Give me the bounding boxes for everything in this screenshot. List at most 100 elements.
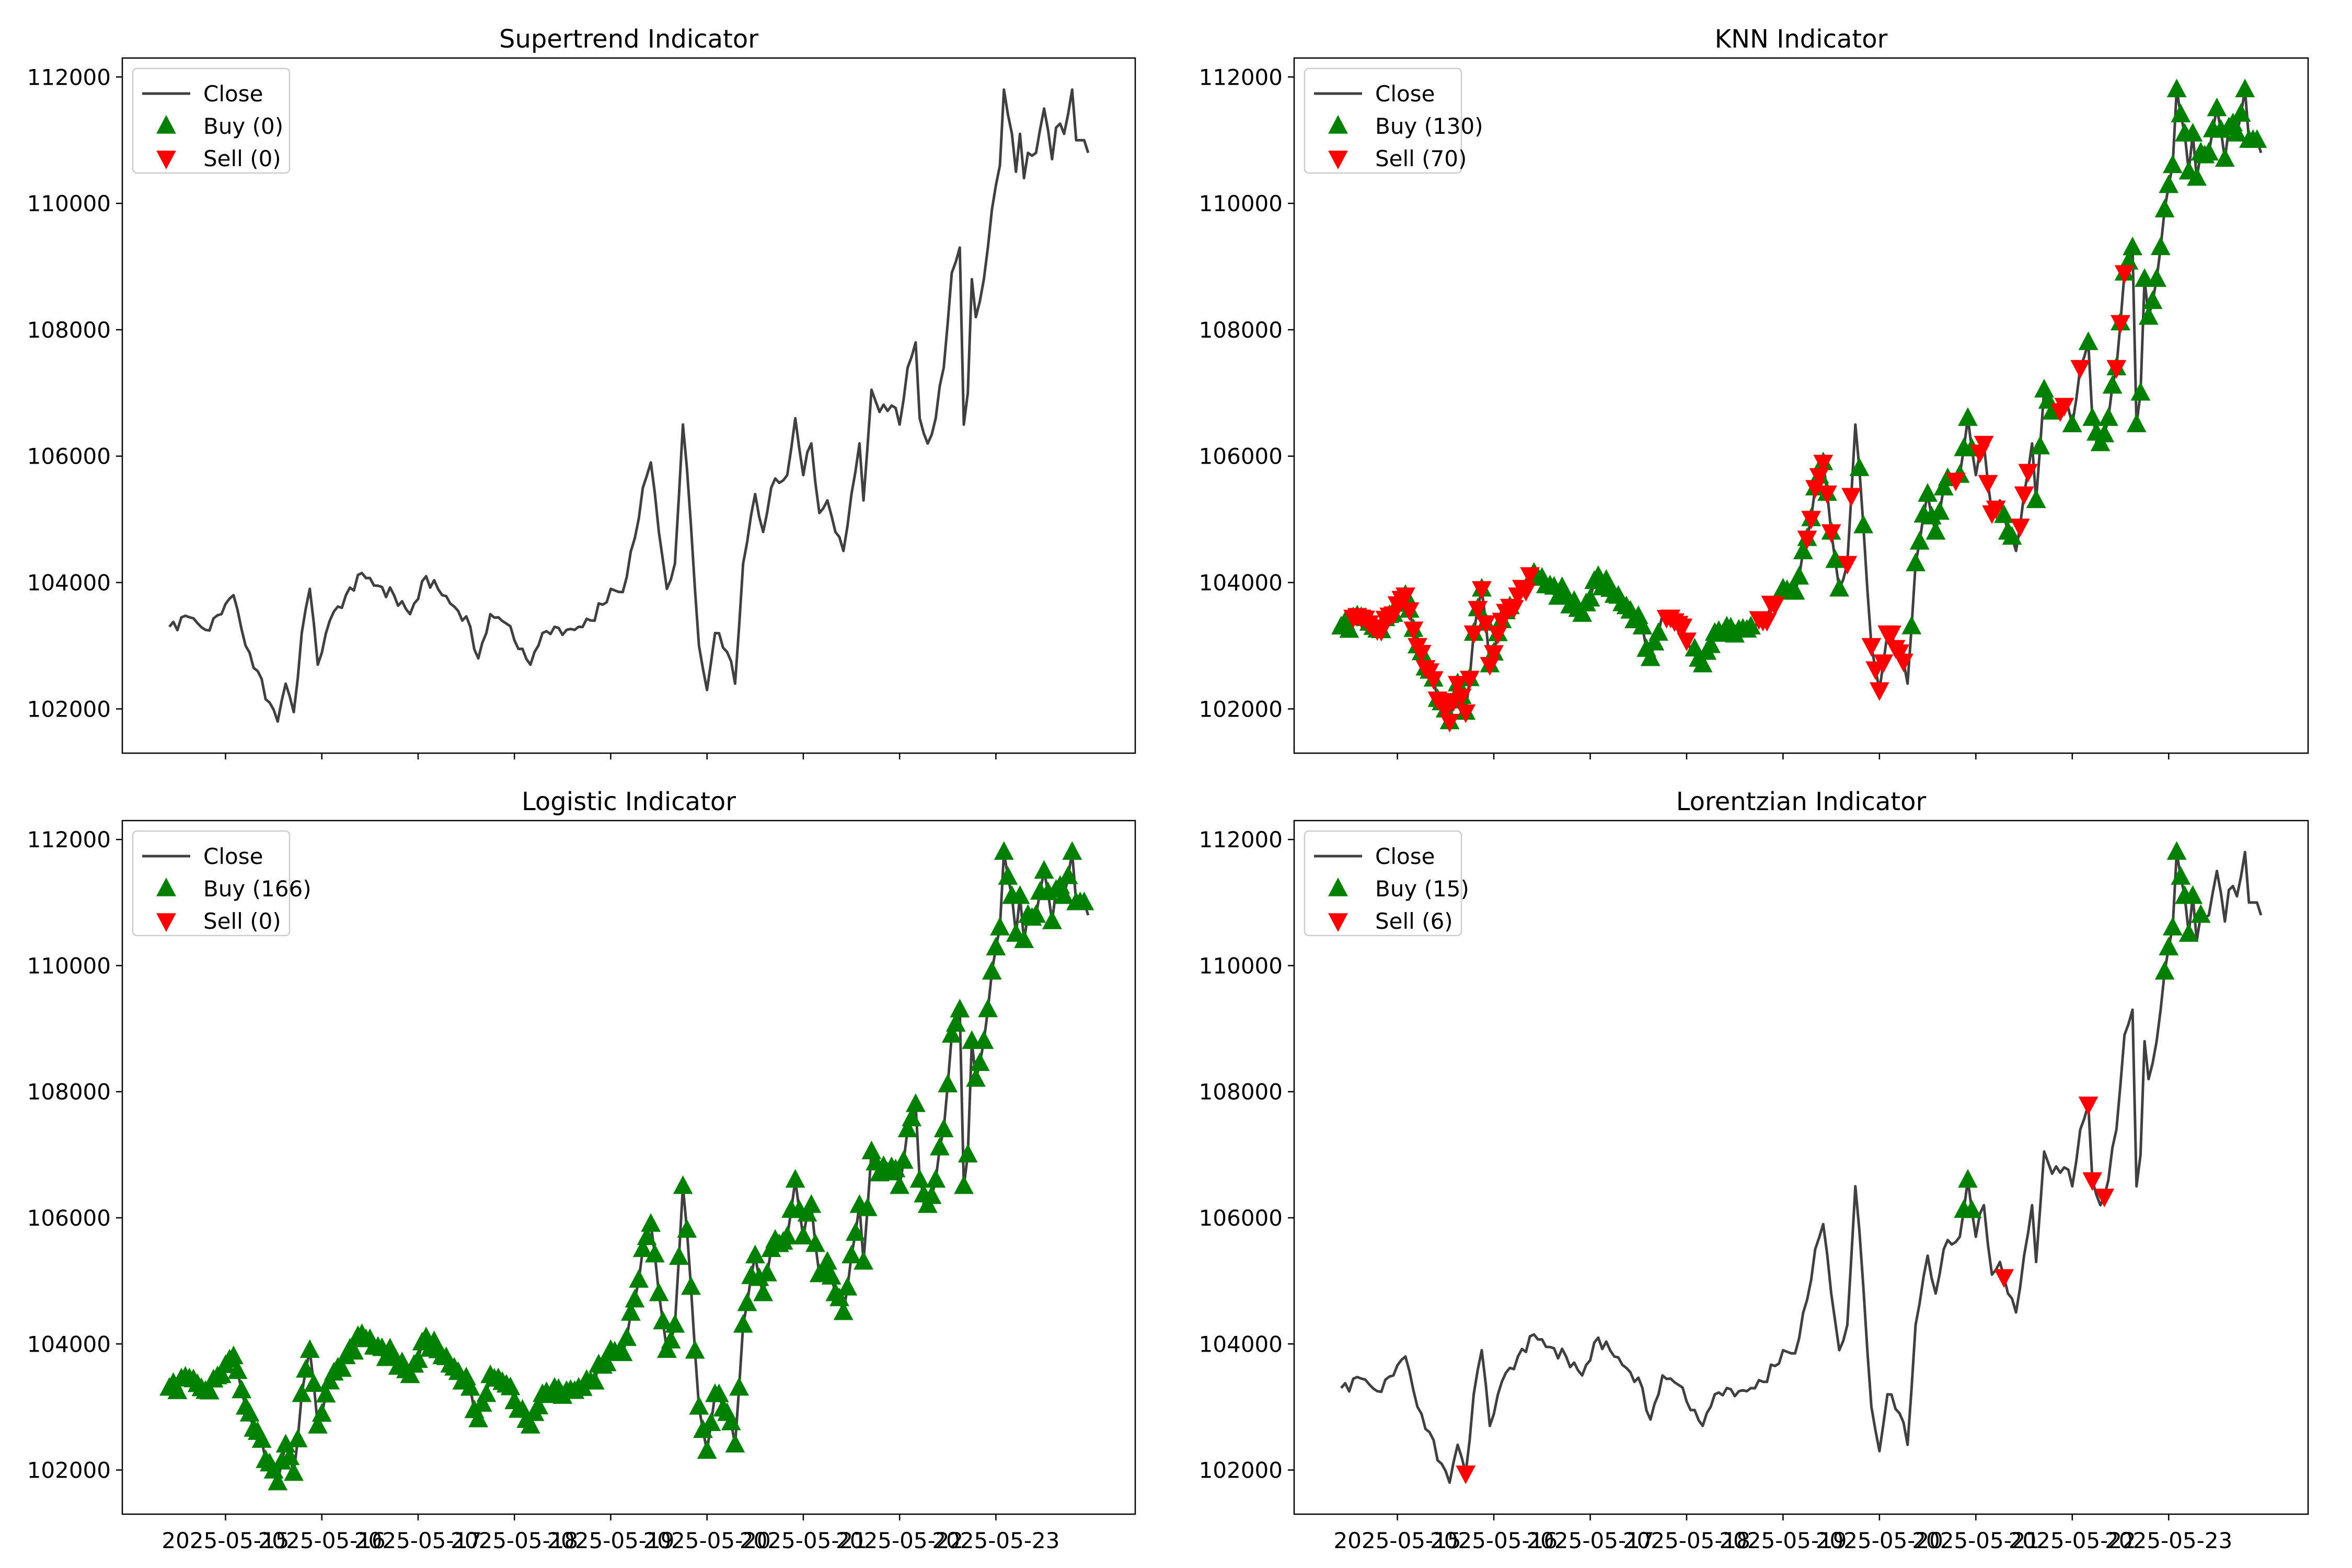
buy-marker [2235, 78, 2255, 98]
buy-marker [1010, 885, 1030, 904]
buy-marker [292, 1383, 312, 1402]
sell-marker [1456, 704, 1476, 723]
buy-marker [1906, 552, 1926, 571]
sell-marker [1396, 587, 1415, 606]
buy-marker [777, 1226, 798, 1244]
sell-marker [1677, 632, 1697, 651]
buy-marker [854, 1251, 873, 1270]
legend-sell-swatch [1328, 151, 1348, 169]
sell-marker [1447, 676, 1468, 695]
sell-marker [1813, 455, 1834, 474]
y-tick-label: 112000 [1199, 827, 1283, 852]
x-tick-label: 2025-05-15 [1334, 1528, 1461, 1553]
buy-marker [661, 1330, 681, 1349]
sell-marker [1488, 626, 1508, 645]
buy-marker [978, 998, 998, 1018]
panel-2: KNN Indicator 102000 104000 106000 108000 110… [1199, 25, 2309, 759]
sell-marker [1809, 468, 1829, 487]
sell-marker [1472, 581, 1492, 600]
buy-marker [1572, 603, 1593, 622]
buy-marker [974, 1030, 994, 1049]
buy-marker [942, 1024, 962, 1043]
buy-marker [673, 1175, 693, 1194]
x-tick-label: 2025-05-22 [2009, 1528, 2136, 1553]
buy-marker [1648, 622, 1669, 641]
buy-marker [620, 1302, 641, 1321]
buy-marker [613, 1342, 633, 1362]
buy-marker [275, 1434, 296, 1452]
buy-marker [2102, 375, 2123, 394]
buy-marker [805, 1233, 825, 1252]
sell-marker [1994, 1269, 2014, 1288]
buy-marker [641, 1213, 661, 1232]
buy-marker [316, 1383, 336, 1403]
buy-marker [946, 1013, 966, 1032]
close-line [1340, 850, 2263, 1484]
buy-marker [890, 1175, 910, 1194]
buy-marker [709, 1383, 729, 1402]
y-tick-label: 102000 [1199, 1458, 1283, 1483]
buy-marker [2163, 917, 2183, 936]
y-tick-label: 108000 [27, 1079, 111, 1105]
legend-close-label: Close [1375, 844, 1435, 869]
buy-marker [1632, 616, 1653, 635]
axes-frame [1293, 57, 2309, 754]
buy-marker [2099, 407, 2118, 426]
buy-marker [2247, 129, 2267, 148]
buy-marker [1909, 531, 1930, 550]
buy-marker [2138, 306, 2159, 325]
buy-marker [1789, 566, 1809, 585]
buy-marker [833, 1301, 854, 1320]
x-tick-label: 2025-05-20 [643, 1528, 771, 1553]
buy-marker [2190, 904, 2211, 923]
buy-marker [897, 1119, 918, 1137]
y-tick-label: 112000 [27, 827, 111, 852]
buy-marker [1054, 885, 1074, 904]
legend-buy-label: Buy (15) [1375, 876, 1469, 902]
buy-marker [986, 937, 1006, 955]
buy-marker [1701, 634, 1721, 653]
x-tick-label: 2025-05-17 [354, 1528, 482, 1553]
buy-marker [2159, 937, 2179, 955]
sell-marker [1504, 600, 1524, 619]
sell-marker [1986, 500, 2006, 520]
sell-marker [2094, 1189, 2115, 1207]
buy-marker [468, 1409, 489, 1427]
x-tick-label: 2025-05-19 [547, 1528, 674, 1553]
sell-marker [1403, 621, 1424, 640]
panel-title: Lorentzian Indicator [1676, 787, 1927, 816]
panel-title: Logistic Indicator [522, 787, 736, 816]
buy-marker [2078, 331, 2099, 350]
buy-marker [400, 1364, 420, 1383]
buy-marker [1994, 504, 2014, 523]
buy-marker [841, 1244, 861, 1264]
sell-marker [1841, 488, 1861, 507]
buy-marker [2150, 236, 2171, 256]
sell-marker [2106, 360, 2127, 379]
buy-marker [1644, 631, 1665, 651]
buy-marker [304, 1373, 324, 1392]
sell-marker [2070, 360, 2091, 379]
y-tick-label: 108000 [1199, 317, 1283, 343]
y-tick-label: 112000 [27, 64, 111, 90]
buy-marker [970, 1052, 990, 1071]
buy-marker [1640, 647, 1661, 666]
buy-marker [1580, 587, 1600, 607]
x-tick-label: 2025-05-21 [740, 1528, 867, 1553]
panel-1: Supertrend Indicator 102000 104000 106000 10… [27, 25, 1136, 759]
buy-marker [500, 1376, 521, 1396]
buy-marker [2183, 885, 2203, 904]
buy-marker [733, 1314, 753, 1333]
buy-marker [653, 1310, 673, 1330]
buy-marker [721, 1411, 741, 1431]
sell-marker [1463, 625, 1484, 644]
buy-marker [1918, 483, 1938, 502]
buy-marker [902, 1108, 922, 1126]
buy-marker [817, 1251, 837, 1270]
buy-marker [2118, 251, 2139, 270]
axes-frame [121, 820, 1136, 1515]
sell-marker [1757, 613, 1777, 632]
buy-marker [938, 1074, 958, 1092]
buy-marker [729, 1377, 750, 1396]
